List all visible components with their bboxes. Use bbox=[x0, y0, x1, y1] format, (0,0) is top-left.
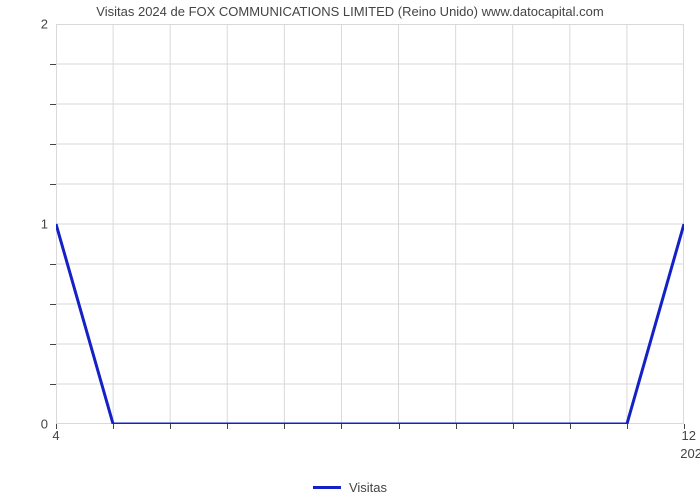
x-tick-mark bbox=[341, 424, 342, 429]
x-tick-mark bbox=[570, 424, 571, 429]
chart-container: Visitas 2024 de FOX COMMUNICATIONS LIMIT… bbox=[0, 0, 700, 500]
plot-area: 012412202 bbox=[56, 24, 684, 424]
y-minor-tick bbox=[50, 264, 56, 265]
y-minor-tick bbox=[50, 384, 56, 385]
x-tick-label-last: 12 bbox=[682, 428, 696, 443]
y-tick-label: 2 bbox=[41, 17, 48, 32]
x-sublabel: 202 bbox=[680, 446, 700, 461]
x-tick-mark bbox=[456, 424, 457, 429]
legend: Visitas bbox=[313, 480, 387, 495]
x-tick-label-first: 4 bbox=[52, 428, 59, 443]
y-minor-tick bbox=[50, 344, 56, 345]
y-minor-tick bbox=[50, 104, 56, 105]
x-tick-mark bbox=[284, 424, 285, 429]
x-tick-mark bbox=[627, 424, 628, 429]
y-minor-tick bbox=[50, 184, 56, 185]
x-tick-mark bbox=[170, 424, 171, 429]
y-tick-label: 1 bbox=[41, 217, 48, 232]
x-tick-mark bbox=[399, 424, 400, 429]
y-minor-tick bbox=[50, 144, 56, 145]
x-tick-mark bbox=[113, 424, 114, 429]
y-tick-label: 0 bbox=[41, 417, 48, 432]
chart-svg bbox=[56, 24, 684, 424]
legend-label: Visitas bbox=[349, 480, 387, 495]
y-minor-tick bbox=[50, 304, 56, 305]
y-minor-tick bbox=[50, 64, 56, 65]
x-tick-mark bbox=[227, 424, 228, 429]
legend-swatch bbox=[313, 486, 341, 489]
chart-title: Visitas 2024 de FOX COMMUNICATIONS LIMIT… bbox=[0, 4, 700, 19]
x-tick-mark bbox=[513, 424, 514, 429]
